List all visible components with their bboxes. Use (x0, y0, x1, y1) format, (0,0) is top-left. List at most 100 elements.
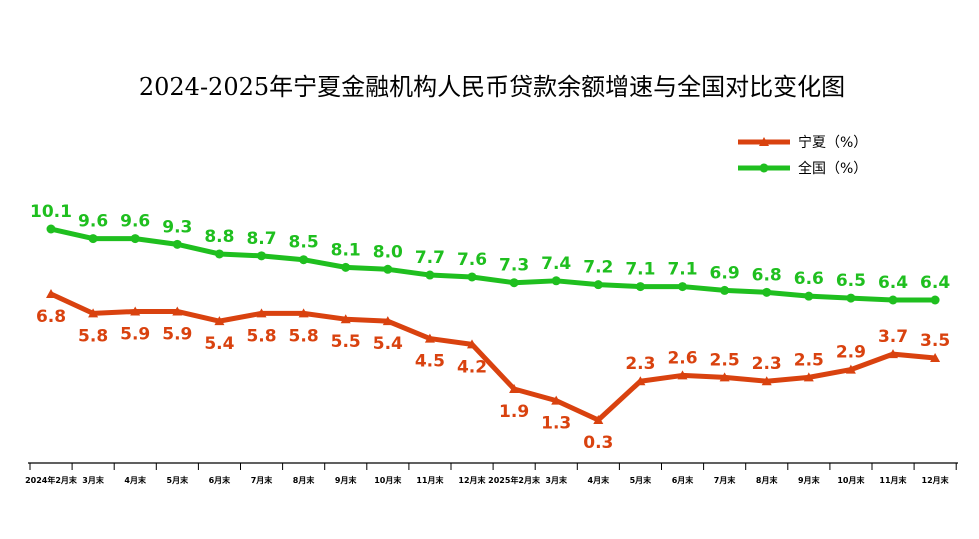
x-tick-label: 3月末 (545, 475, 567, 485)
data-label: 6.6 (794, 269, 824, 289)
data-point (593, 415, 604, 424)
data-point (382, 316, 393, 326)
data-label: 8.0 (373, 242, 403, 262)
x-tick-label: 11月末 (416, 475, 443, 485)
data-label: 2.5 (710, 350, 740, 370)
data-label: 7.4 (541, 254, 571, 274)
data-label: 9.3 (162, 217, 192, 237)
data-point (298, 308, 309, 318)
legend-label: 宁夏（%） (798, 134, 867, 151)
data-point (677, 370, 688, 380)
data-label: 2.3 (752, 354, 782, 374)
x-tick-label: 9月末 (798, 475, 820, 485)
x-tick-label: 11月末 (879, 475, 906, 485)
data-label: 8.7 (246, 229, 276, 249)
x-tick-label: 8月末 (293, 475, 315, 485)
data-label: 6.4 (878, 273, 908, 293)
data-label: 8.5 (289, 233, 319, 253)
data-point (88, 234, 98, 244)
data-label: 1.3 (541, 414, 571, 434)
data-label: 2.6 (667, 348, 697, 368)
data-point (804, 291, 814, 301)
x-tick-label: 12月末 (458, 475, 485, 485)
data-label: 5.4 (204, 334, 234, 354)
data-point (762, 287, 772, 297)
x-tick-label: 5月末 (630, 475, 652, 485)
data-label: 7.3 (499, 256, 529, 276)
data-point (467, 272, 477, 282)
chart-title: 2024-2025年宁夏金融机构人民币贷款余额增速与全国对比变化图 (139, 73, 845, 101)
x-tick-label: 4月末 (124, 475, 146, 485)
data-label: 9.6 (78, 212, 108, 232)
data-point (257, 251, 266, 261)
legend-label: 全国（%） (798, 160, 867, 177)
chart-legend: 宁夏（%） 全国（%） (738, 134, 867, 177)
x-tick-label: 6月末 (209, 475, 231, 485)
data-label: 3.5 (920, 331, 950, 351)
series-line (50, 226, 936, 303)
data-label: 7.2 (583, 258, 613, 278)
data-point (424, 333, 435, 343)
data-point (803, 372, 814, 382)
legend-marker (759, 137, 769, 146)
x-tick-label: 6月末 (672, 475, 694, 485)
x-tick-label: 2025年2月末 (488, 475, 540, 485)
data-point (888, 349, 898, 359)
data-point (720, 285, 730, 295)
data-label: 2.3 (625, 354, 655, 374)
data-point (88, 308, 99, 318)
data-label: 7.7 (415, 248, 445, 268)
data-label: 5.5 (331, 332, 361, 352)
data-point (551, 395, 562, 405)
data-point (930, 352, 941, 362)
data-point (551, 276, 561, 286)
data-label: 5.8 (289, 326, 319, 346)
data-label: 2.5 (794, 350, 824, 370)
data-point (635, 282, 645, 292)
x-tick-label: 10月末 (837, 475, 864, 485)
x-tick-label: 4月末 (588, 475, 610, 485)
data-label: 8.1 (331, 240, 361, 260)
data-label: 6.5 (836, 271, 866, 291)
data-label: 4.2 (457, 357, 487, 377)
data-point (509, 383, 520, 393)
data-point (888, 295, 898, 305)
data-point (214, 249, 224, 259)
x-tick-label: 3月末 (82, 475, 104, 485)
data-label: 5.9 (162, 324, 192, 344)
x-tick-label: 2024年2月末 (25, 475, 77, 485)
data-label: 6.8 (752, 265, 782, 285)
data-point (383, 264, 393, 274)
data-point (340, 314, 351, 324)
data-label: 2.9 (836, 343, 866, 363)
data-label: 4.5 (415, 352, 445, 372)
data-label: 0.3 (583, 433, 613, 453)
data-point (509, 278, 519, 288)
data-point (46, 289, 56, 298)
data-point (172, 306, 183, 316)
x-tick-label: 12月末 (922, 475, 949, 485)
data-label: 6.8 (36, 307, 66, 327)
data-label: 3.7 (878, 327, 908, 347)
data-point (256, 308, 267, 318)
data-point (719, 372, 730, 382)
data-label: 5.4 (373, 334, 403, 354)
data-label: 10.1 (30, 202, 72, 222)
x-tick-label: 10月末 (374, 475, 401, 485)
data-point (846, 293, 856, 303)
data-label: 6.4 (920, 273, 950, 293)
data-label: 1.9 (499, 402, 529, 422)
data-labels-layer: 6.8 5.8 5.9 5.9 5.4 5.8 5.8 5.5 5.4 4.5 4.2 1.9 1.3 0… (30, 202, 950, 453)
data-point (425, 270, 435, 280)
series-layer (46, 224, 941, 424)
data-point (214, 316, 225, 326)
x-tick-label: 7月末 (714, 475, 736, 485)
data-label: 9.6 (120, 212, 150, 232)
x-axis-ticks: 2024年2月末 3月末 4月末 5月末 6月末 7月末 8月末 9月末 10月末 11月末 12月… (25, 463, 957, 485)
data-point (761, 376, 772, 386)
series-line (49, 291, 936, 423)
data-point (46, 224, 56, 234)
legend-marker (759, 163, 769, 173)
data-label: 5.8 (246, 326, 276, 346)
